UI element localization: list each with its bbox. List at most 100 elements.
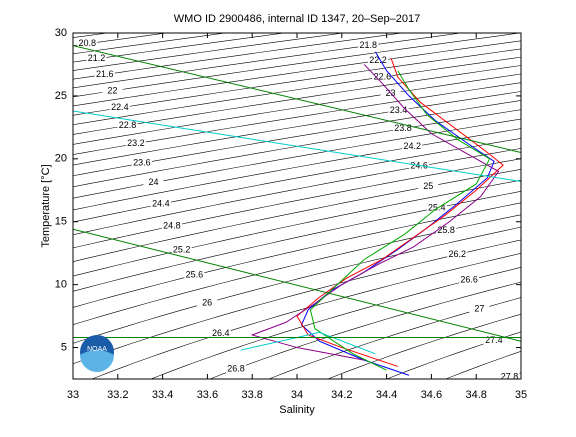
contour-label-bg xyxy=(210,328,231,339)
contour-label-bg xyxy=(109,102,130,113)
contour-label-bg xyxy=(499,372,520,379)
density-contour xyxy=(73,202,521,308)
contour-label: 23.4 xyxy=(390,105,408,115)
x-tick-label: 33.8 xyxy=(241,389,262,401)
contour-label-bg xyxy=(358,40,379,51)
contour-label: 22.6 xyxy=(374,71,392,81)
contour-label: 21.6 xyxy=(96,69,114,79)
contour-label: 25 xyxy=(423,181,433,191)
contour-label-bg xyxy=(388,105,409,116)
contour-label-bg xyxy=(447,249,468,260)
contour-label-bg xyxy=(393,123,414,134)
logo: NOAA xyxy=(80,335,114,372)
y-tick-label: 25 xyxy=(55,90,67,102)
contour-label-bg xyxy=(197,297,218,308)
density-contour xyxy=(91,253,521,379)
logo-wave xyxy=(80,350,114,372)
contour-label: 24.2 xyxy=(403,141,421,151)
contour-label-bg xyxy=(459,275,480,286)
contour-label: 27.4 xyxy=(485,335,503,345)
contour-label-bg xyxy=(125,138,146,149)
profile-line xyxy=(73,110,521,182)
contour-label-bg xyxy=(184,270,205,281)
y-axis-label: Temperature [°C] xyxy=(40,164,52,247)
density-contour xyxy=(73,33,521,98)
contour-label: 21.2 xyxy=(88,53,106,63)
contour-label-bg xyxy=(94,69,115,80)
density-contour xyxy=(150,267,521,379)
x-tick-label: 34.8 xyxy=(465,389,486,401)
contour-label-bg xyxy=(367,55,388,66)
contour-label: 22.4 xyxy=(111,102,129,112)
profile-line xyxy=(73,228,521,342)
contour-label-bg xyxy=(86,53,107,64)
density-contour xyxy=(209,281,521,379)
density-contour xyxy=(73,168,521,262)
contour-label: 27 xyxy=(474,304,484,314)
density-contour xyxy=(73,33,464,89)
profile-line xyxy=(309,70,491,371)
contour-label-bg xyxy=(469,304,490,315)
x-tick-label: 35 xyxy=(515,389,527,401)
contour-label: 22.8 xyxy=(119,120,137,130)
contour-label-bg xyxy=(150,199,171,210)
y-tick-label: 20 xyxy=(55,153,67,165)
density-contour xyxy=(73,73,521,145)
contour-label: 24 xyxy=(148,177,158,187)
contour-label: 20.8 xyxy=(78,38,96,48)
density-contour xyxy=(73,65,521,135)
y-tick-label: 15 xyxy=(55,216,67,228)
x-tick-label: 34 xyxy=(291,389,303,401)
contour-label: 25.2 xyxy=(173,244,191,254)
contour-label-bg xyxy=(131,158,152,169)
contour-label: 24.8 xyxy=(163,221,181,231)
density-contour xyxy=(268,297,521,379)
contour-label: 25.6 xyxy=(186,270,204,280)
y-tick-label: 10 xyxy=(55,279,67,291)
contour-label: 23.6 xyxy=(133,158,151,168)
contour-label: 22.2 xyxy=(369,55,387,65)
contour-label-bg xyxy=(77,38,98,49)
density-contour xyxy=(327,313,521,379)
profile-line xyxy=(296,57,504,367)
density-contour xyxy=(73,128,521,211)
profile-line xyxy=(73,45,521,154)
density-contour xyxy=(73,40,521,107)
contour-label: 25.4 xyxy=(428,202,446,212)
density-contour xyxy=(73,239,521,365)
logo-text: NOAA xyxy=(87,346,107,353)
contour-label-bg xyxy=(409,161,430,172)
contour-label: 26.4 xyxy=(212,328,230,338)
contour-label-bg xyxy=(171,245,192,256)
density-contour xyxy=(73,56,521,126)
density-contour xyxy=(73,226,521,344)
x-axis-label: Salinity xyxy=(279,404,315,416)
contour-label-bg xyxy=(418,181,439,192)
y-tick-label: 30 xyxy=(55,27,67,39)
x-tick-label: 34.6 xyxy=(421,389,442,401)
contour-label: 23.8 xyxy=(394,123,412,133)
contour-label-bg xyxy=(402,141,423,152)
contour-label-bg xyxy=(117,120,138,131)
density-contour xyxy=(73,179,521,277)
profile-line xyxy=(240,331,376,355)
contour-label: 26 xyxy=(202,297,212,307)
profile-line xyxy=(250,64,500,361)
x-tick-label: 33 xyxy=(67,389,79,401)
x-tick-label: 34.2 xyxy=(331,389,352,401)
contour-label: 26.8 xyxy=(227,363,245,373)
chart-title: WMO ID 2900486, internal ID 1347, 20–Sep… xyxy=(174,13,420,25)
contour-label-bg xyxy=(102,85,123,96)
contour-label: 23.2 xyxy=(127,138,145,148)
contour-label-bg xyxy=(483,335,504,346)
contour-label-bg xyxy=(436,225,457,236)
contour-label-bg xyxy=(226,363,247,374)
contour-label-bg xyxy=(372,72,393,83)
x-tick-label: 34.4 xyxy=(376,389,397,401)
contour-label: 26.6 xyxy=(460,275,478,285)
contour-label-bg xyxy=(426,202,447,213)
density-contour xyxy=(73,158,521,249)
density-contour xyxy=(73,148,521,236)
contour-label-bg xyxy=(161,221,182,232)
